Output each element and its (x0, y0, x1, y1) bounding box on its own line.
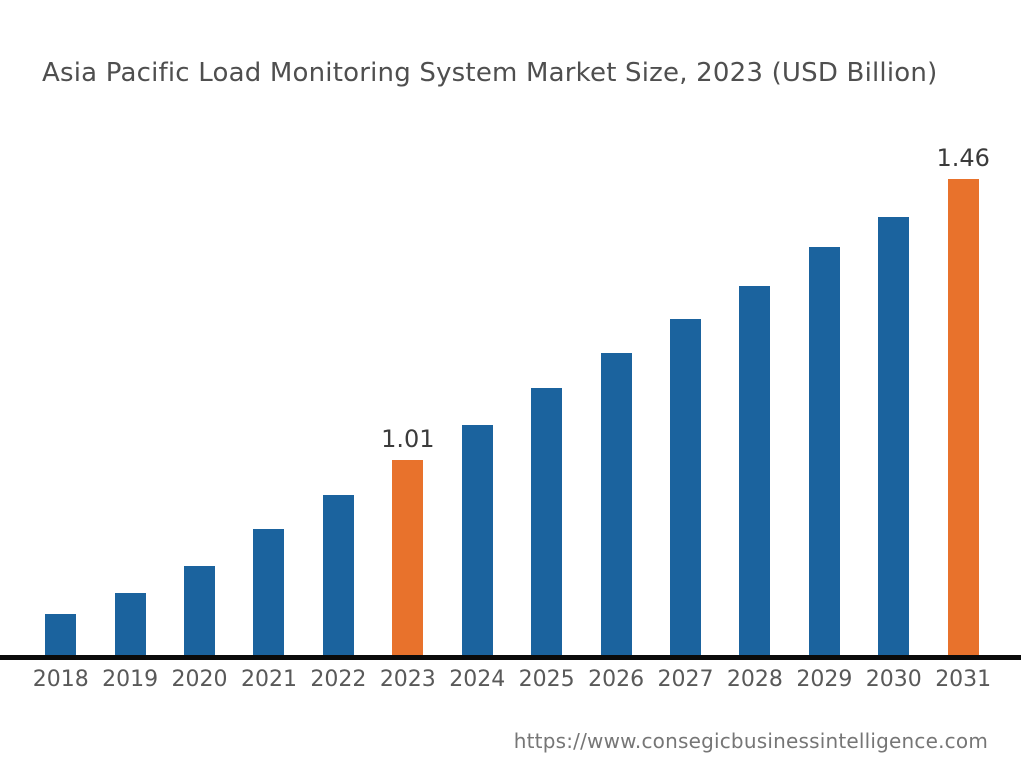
bar-2027 (670, 319, 701, 655)
bar-column-2021 (234, 130, 303, 655)
bar-2024 (461, 425, 493, 655)
bar-2022 (322, 495, 354, 655)
bar-2025 (531, 388, 563, 655)
bar-2031 (947, 179, 979, 655)
bar-column-2028 (720, 130, 789, 655)
x-tick-2031: 2031 (935, 667, 992, 692)
bar-column-2026 (581, 130, 650, 655)
bar-column-2019 (95, 130, 164, 655)
x-tick-2021: 2021 (240, 667, 297, 692)
bar-column-2030 (859, 130, 928, 655)
bar-column-2018 (26, 130, 95, 655)
x-tick-2023: 2023 (379, 667, 436, 692)
bar-2028 (739, 286, 771, 655)
x-tick-2028: 2028 (726, 667, 783, 692)
bar-column-2029 (790, 130, 859, 655)
bar-column-2022 (304, 130, 373, 655)
x-axis-labels: 2018 2019 2020 2021 2022 2023 2024 2025 2026 2027… (26, 667, 998, 692)
bar-2026 (600, 353, 632, 655)
x-tick-2030: 2030 (865, 667, 922, 692)
bar-2020 (184, 566, 216, 655)
source-url-text: https://www.consegicbusinessintelligence… (513, 729, 988, 753)
chart-title: Asia Pacific Load Monitoring System Mark… (42, 58, 938, 88)
x-tick-2024: 2024 (449, 667, 506, 692)
x-tick-2018: 2018 (32, 667, 89, 692)
bar-column-2027 (651, 130, 720, 655)
x-tick-2027: 2027 (657, 667, 714, 692)
x-axis-line (0, 655, 1021, 660)
x-tick-2029: 2029 (796, 667, 853, 692)
bar-column-2025 (512, 130, 581, 655)
bar-2023 (392, 460, 424, 655)
bar-chart-plot-area: 1.01 1.46 (26, 130, 998, 655)
bar-2029 (808, 247, 840, 655)
bar-column-2031: 1.46 (928, 130, 997, 655)
bar-2021 (253, 529, 285, 655)
bar-column-2024 (443, 130, 512, 655)
x-tick-2025: 2025 (518, 667, 575, 692)
x-tick-2019: 2019 (102, 667, 159, 692)
bar-column-2023: 1.01 (373, 130, 442, 655)
value-label-2023: 1.01 (381, 425, 435, 453)
bar-column-2020 (165, 130, 234, 655)
x-tick-2026: 2026 (588, 667, 645, 692)
bar-2018 (45, 614, 77, 655)
bar-2030 (878, 217, 910, 655)
bar-2019 (114, 593, 146, 655)
x-tick-2022: 2022 (310, 667, 367, 692)
value-label-2031: 1.46 (936, 144, 990, 172)
x-tick-2020: 2020 (171, 667, 228, 692)
